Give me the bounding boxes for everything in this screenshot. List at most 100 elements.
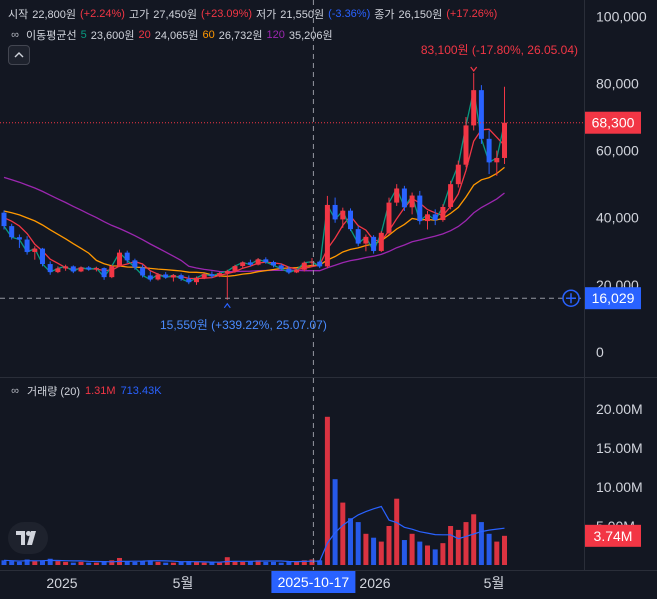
volume-bar: [124, 561, 130, 565]
volume-bar: [448, 526, 454, 565]
volume-bar: [32, 561, 38, 565]
volume-bar: [271, 561, 276, 565]
candle-body: [109, 266, 115, 278]
ma5-value: 23,600원: [90, 30, 135, 42]
volume-bar: [63, 561, 69, 565]
volume-bar: [332, 479, 338, 565]
volume-bar: [9, 561, 15, 565]
ma20-period: 20: [138, 29, 151, 41]
candle-body: [93, 268, 99, 270]
candle-body: [324, 204, 330, 267]
volume-bar: [170, 562, 176, 565]
volume-bar: [502, 535, 507, 565]
volume-bar: [432, 549, 438, 565]
open-value: 22,800원: [32, 9, 77, 21]
candle-body: [40, 248, 45, 265]
volume-bar: [24, 559, 30, 565]
ma120-line: [3, 176, 505, 273]
volume-bar: [201, 562, 207, 565]
volume-bar: [47, 558, 53, 565]
time-axis[interactable]: 2025 5월 2026 5월: [46, 575, 504, 591]
candle-body: [194, 277, 199, 283]
chevron-up-icon: [14, 52, 24, 58]
volume-bar: [440, 543, 446, 565]
volume-bar: [394, 498, 400, 565]
time-tick-label: 5월: [484, 575, 505, 591]
candle-body: [63, 266, 69, 269]
volume-bar: [409, 533, 415, 565]
volume-bar: [309, 559, 315, 565]
volume-tick-label: 10.00M: [596, 479, 643, 495]
high-marker-arrow-icon: [470, 66, 478, 73]
candle-body: [32, 248, 38, 252]
candle-body: [363, 236, 369, 244]
candle-body: [463, 125, 469, 165]
candle-body: [294, 269, 300, 273]
candle-body: [16, 237, 22, 240]
collapse-legend-button[interactable]: [8, 45, 30, 65]
candle-body: [502, 122, 507, 158]
candlesticks: [1, 73, 507, 300]
candle-body: [9, 226, 15, 238]
candle-body: [24, 239, 30, 252]
crosshair-price-label: 16,029: [592, 290, 635, 306]
crosshair-date-label: 2025-10-17: [278, 574, 350, 590]
candle-body: [332, 204, 338, 220]
volume-bar: [217, 562, 223, 565]
candle-body: [309, 261, 315, 263]
volume-bar: [240, 561, 246, 565]
indicator-eye-icon[interactable]: ∞: [11, 29, 19, 41]
volume-bar: [78, 561, 84, 565]
low-marker-arrow-icon: [223, 302, 231, 309]
candle-body: [386, 202, 392, 233]
candle-body: [255, 259, 261, 265]
candle-body: [494, 157, 500, 163]
candle-body: [378, 232, 384, 251]
ma120-value: 35,206원: [288, 30, 333, 42]
close-value: 26,150원: [398, 9, 443, 21]
candle-body: [117, 252, 122, 267]
candle-body: [348, 210, 353, 230]
price-tick-label: 80,000: [596, 75, 639, 91]
candle-body: [147, 275, 153, 280]
volume-bars: [1, 416, 507, 565]
ma120-period: 120: [266, 29, 285, 41]
volume-bar: [317, 560, 323, 565]
crosshair-price-tag: [585, 287, 641, 310]
low-label: 저가: [256, 9, 277, 21]
volume-bar: [478, 522, 484, 565]
tradingview-logo[interactable]: [8, 522, 48, 554]
candle-body: [209, 274, 215, 277]
low-marker-label: 15,550원 (+339.22%, 25.07.07): [160, 318, 327, 332]
volume-bar: [209, 561, 215, 565]
time-tick-label: 2025: [46, 575, 77, 591]
volume-bar: [494, 541, 500, 565]
candle-body: [340, 210, 346, 220]
candle-body: [409, 195, 415, 208]
ma-label: 이동평균선: [26, 30, 77, 42]
volume-bar: [186, 561, 192, 565]
volume-bar: [355, 522, 361, 565]
candle-body: [232, 266, 238, 272]
price-tick-label: 60,000: [596, 143, 639, 159]
crosshair-date-tag: [271, 571, 356, 593]
last-price-tag: [585, 111, 641, 134]
ma60-value: 26,732원: [218, 30, 263, 42]
candle-body: [217, 273, 223, 277]
volume-bar: [278, 562, 284, 565]
volume-bar: [417, 541, 423, 565]
volume-eye-icon[interactable]: ∞: [11, 385, 19, 397]
plus-icon: [566, 293, 576, 304]
add-alert-button[interactable]: [562, 289, 580, 307]
candle-body: [301, 262, 307, 270]
volume-bar: [301, 560, 307, 565]
volume-bar: [147, 560, 153, 565]
candle-body: [178, 275, 184, 279]
candle-body: [155, 274, 161, 280]
candle-body: [224, 271, 230, 274]
candle-body: [132, 260, 138, 268]
last-volume-tag: [585, 524, 641, 547]
